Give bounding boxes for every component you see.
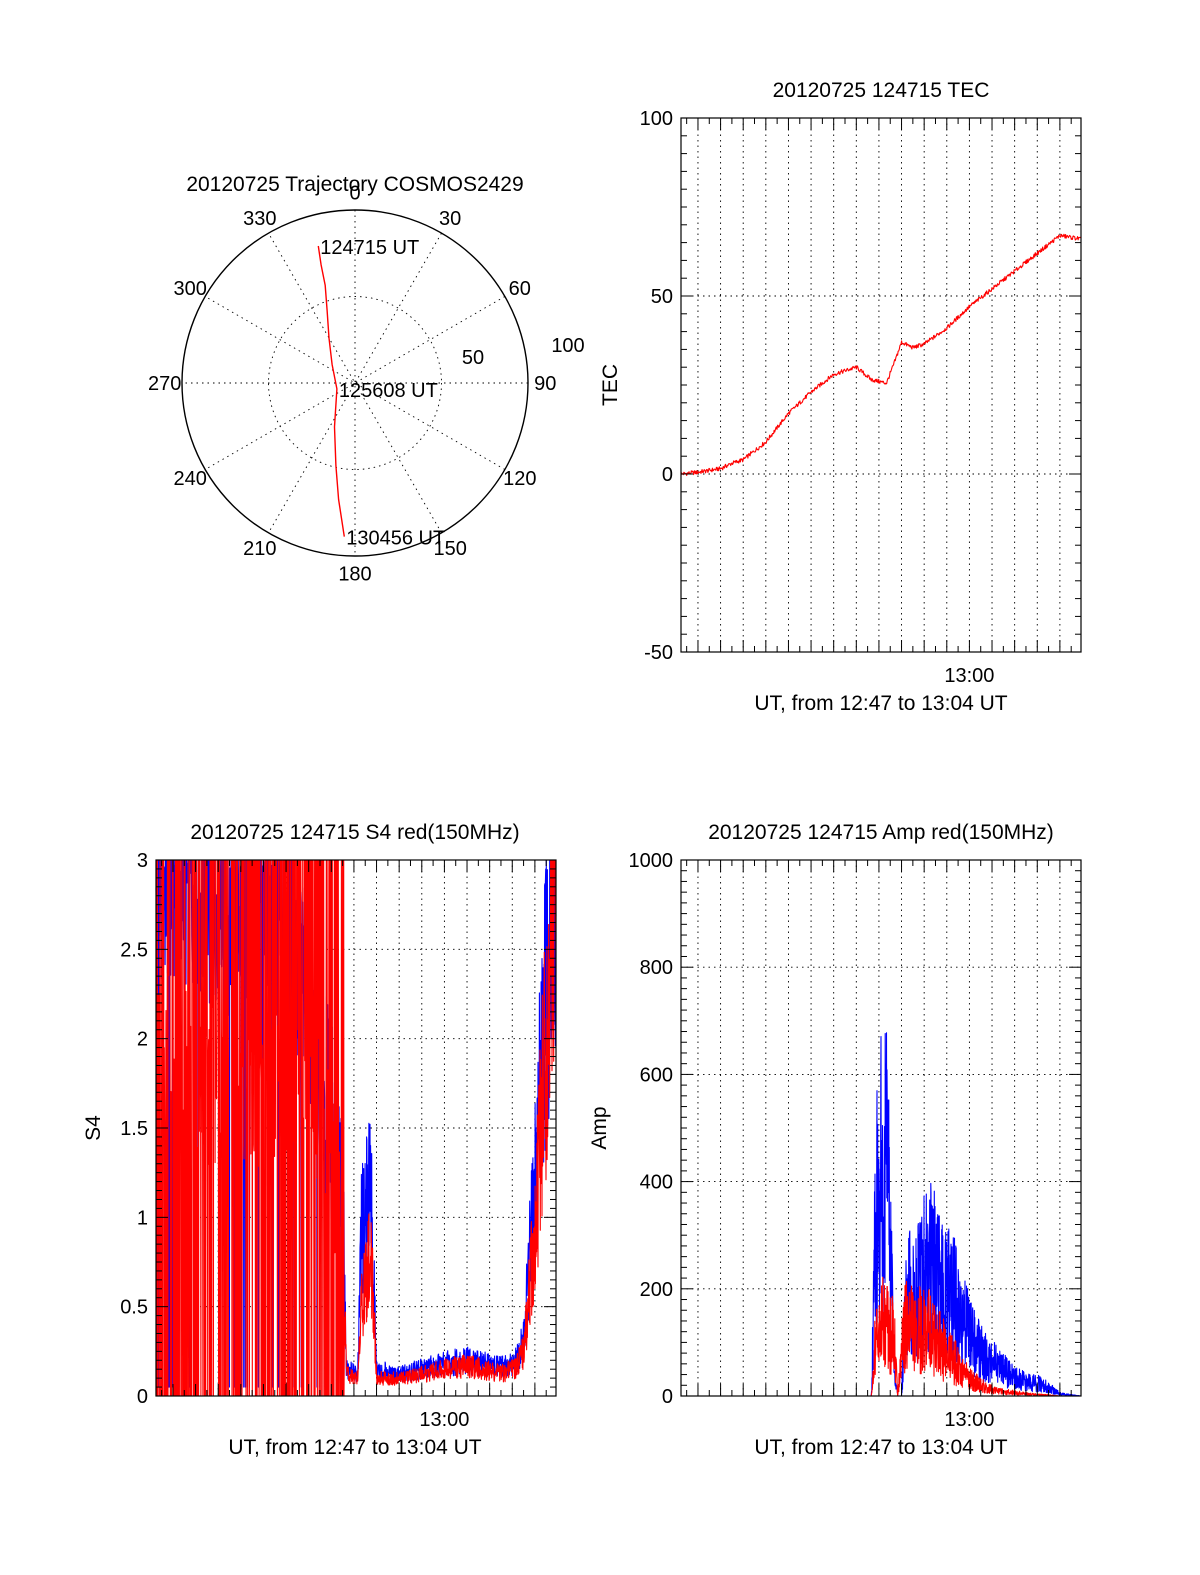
- tec-title: 20120725 124715 TEC: [773, 79, 990, 102]
- y-tick-label: 2.5: [120, 939, 148, 961]
- polar-angle-label: 150: [433, 538, 466, 560]
- y-tick-label: 400: [640, 1172, 673, 1194]
- polar-angle-label: 60: [509, 278, 531, 300]
- y-tick-label: 0: [662, 464, 673, 486]
- y-tick-label: 100: [640, 108, 673, 130]
- polar-time-annotation: 125608 UT: [339, 380, 438, 402]
- polar-angle-label: 120: [503, 468, 536, 490]
- amp-x-axis-label: UT, from 12:47 to 13:04 UT: [754, 1436, 1007, 1459]
- amp-panel: 20120725 124715 Amp red(150MHz) 0 200 400 6…: [588, 821, 1082, 1459]
- y-tick-label: 2: [137, 1029, 148, 1051]
- polar-angle-label: 90: [534, 373, 556, 395]
- y-tick-label: 800: [640, 957, 673, 979]
- polar-radius-label: 50: [462, 347, 484, 369]
- tec-panel: 20120725 124715 TEC -50 0 50 100 13:00 UT, …: [599, 79, 1082, 715]
- y-tick-label: 1.5: [120, 1118, 148, 1140]
- y-tick-label: 0: [662, 1386, 673, 1408]
- polar-angle-label: 30: [439, 208, 461, 230]
- tec-plot-frame: [680, 117, 1082, 653]
- y-tick-label: 1: [137, 1207, 148, 1229]
- x-tick-label: 13:00: [419, 1409, 469, 1431]
- amp-y-axis-label: Amp: [588, 1106, 611, 1149]
- y-tick-label: 200: [640, 1279, 673, 1301]
- s4-x-axis-label: UT, from 12:47 to 13:04 UT: [228, 1436, 481, 1459]
- polar-angle-label: 240: [174, 468, 207, 490]
- y-tick-label: 0: [137, 1386, 148, 1408]
- s4-title: 20120725 124715 S4 red(150MHz): [190, 821, 519, 844]
- y-tick-label: 0.5: [120, 1297, 148, 1319]
- polar-trajectory-panel: 20120725 Trajectory COSMOS2429 0 30 60 90 12…: [148, 173, 585, 585]
- polar-angle-label: 180: [338, 563, 371, 585]
- x-tick-label: 13:00: [944, 665, 994, 687]
- data-series-red: [680, 233, 1082, 477]
- polar-time-annotation: 124715 UT: [320, 237, 419, 259]
- polar-angle-label: 270: [148, 373, 181, 395]
- polar-time-annotation: 130456 UT: [346, 528, 445, 550]
- polar-trajectory-line: [317, 245, 345, 537]
- y-tick-label: 600: [640, 1064, 673, 1086]
- y-tick-label: 50: [651, 286, 673, 308]
- tec-x-axis-label: UT, from 12:47 to 13:04 UT: [754, 692, 1007, 715]
- polar-angle-label: 0: [349, 183, 360, 205]
- polar-title: 20120725 Trajectory COSMOS2429: [186, 173, 523, 196]
- polar-inner-circle: [268, 296, 442, 470]
- y-tick-label: -50: [644, 642, 673, 664]
- y-tick-label: 3: [137, 850, 148, 872]
- polar-radius-label: 100: [551, 335, 584, 357]
- y-tick-label: 1000: [629, 850, 674, 872]
- x-tick-label: 13:00: [944, 1409, 994, 1431]
- s4-panel: 20120725 124715 S4 red(150MHz) 0 0.5 1 1.5 2…: [82, 821, 557, 1459]
- polar-angle-label: 210: [243, 538, 276, 560]
- s4-y-axis-label: S4: [82, 1115, 105, 1141]
- polar-angle-label: 330: [243, 208, 276, 230]
- tec-y-axis-label: TEC: [599, 364, 622, 406]
- polar-angle-label: 300: [174, 278, 207, 300]
- amp-title: 20120725 124715 Amp red(150MHz): [708, 821, 1054, 844]
- data-series-red: [155, 859, 557, 1397]
